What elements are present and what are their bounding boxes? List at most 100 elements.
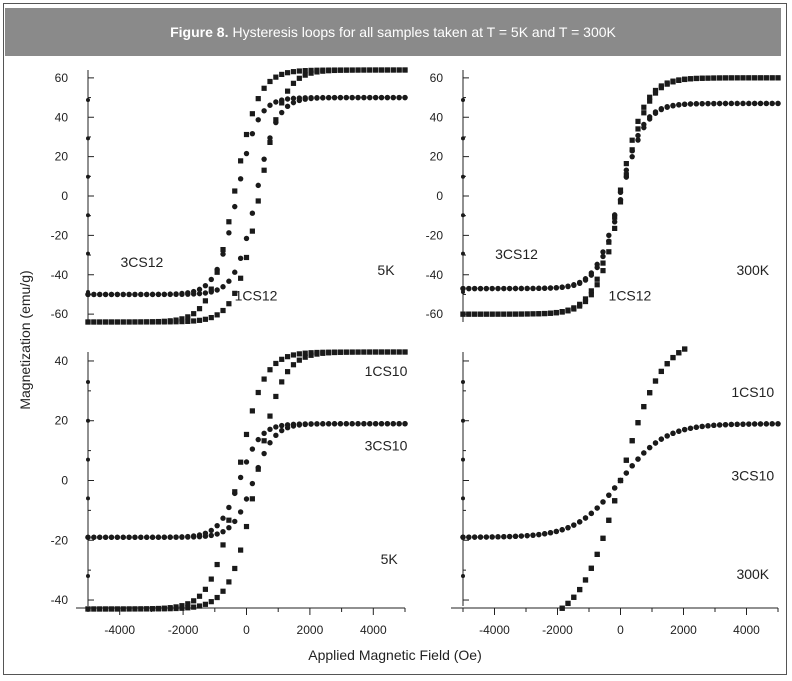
- data-point: [687, 425, 694, 431]
- data-point: [384, 349, 390, 355]
- data-point: [652, 440, 659, 446]
- data-point: [506, 285, 513, 292]
- data-point: [238, 547, 244, 553]
- data-point: [173, 291, 179, 298]
- data-point: [536, 285, 542, 292]
- data-point: [91, 291, 97, 298]
- data-point: [226, 579, 232, 585]
- data-point: [658, 436, 665, 442]
- data-point: [775, 421, 781, 427]
- y-tick-label: -20: [426, 228, 444, 242]
- data-point: [606, 249, 612, 255]
- data-point: [466, 285, 472, 292]
- data-point: [641, 450, 647, 456]
- data-point: [711, 75, 717, 81]
- data-point: [255, 389, 261, 396]
- data-point: [308, 70, 314, 76]
- data-point: [530, 532, 536, 538]
- data-point: [302, 68, 308, 74]
- data-point: [120, 534, 126, 540]
- data-point: [693, 424, 700, 430]
- x-tick-label: 0: [617, 623, 624, 637]
- data-point: [132, 606, 138, 612]
- data-point: [734, 100, 740, 107]
- data-point: [237, 474, 244, 481]
- data-point: [600, 499, 606, 505]
- series-3CS12: [460, 100, 781, 292]
- data-point: [349, 421, 355, 427]
- data-point: [237, 509, 244, 515]
- data-point: [483, 311, 489, 317]
- data-point: [249, 496, 255, 502]
- data-point: [512, 311, 519, 317]
- sweep-point: [461, 418, 465, 423]
- data-point: [600, 268, 606, 274]
- y-tick-label: 20: [55, 150, 69, 164]
- data-point: [261, 438, 267, 444]
- data-point: [220, 542, 226, 548]
- data-point: [261, 167, 267, 173]
- data-point: [302, 421, 308, 428]
- y-axis-title: Magnetization (emu/g): [17, 270, 33, 409]
- data-point: [483, 285, 490, 292]
- data-point: [267, 102, 273, 108]
- data-point: [693, 101, 700, 107]
- data-point: [571, 594, 577, 600]
- data-point: [191, 604, 197, 610]
- data-point: [337, 349, 344, 355]
- panel-bottom-left: -40 -20 0 20 40 -4000 -2000 0 2000 4000 1CS10 3CS10…: [51, 349, 408, 637]
- data-point: [495, 534, 501, 540]
- data-point: [284, 369, 291, 375]
- data-point: [255, 182, 261, 189]
- data-point: [114, 319, 120, 325]
- sweep-point: [86, 290, 90, 294]
- sweep-point: [461, 574, 465, 578]
- data-point: [208, 286, 214, 292]
- data-point: [226, 278, 232, 284]
- data-point: [214, 561, 220, 568]
- annotation-label: 300K: [736, 262, 769, 278]
- data-point: [320, 350, 326, 356]
- data-point: [623, 470, 630, 476]
- sweep-point: [86, 418, 90, 423]
- data-point: [196, 286, 203, 293]
- data-point: [501, 534, 507, 540]
- data-point: [191, 318, 197, 324]
- data-point: [349, 67, 355, 73]
- x-axis-title: Applied Magnetic Field (Oe): [308, 647, 482, 663]
- data-point: [284, 103, 291, 110]
- data-point: [378, 349, 385, 355]
- data-point: [740, 75, 746, 81]
- data-point: [495, 311, 501, 317]
- data-point: [273, 74, 279, 80]
- x-tick-label: -4000: [479, 623, 510, 637]
- data-point: [267, 413, 273, 419]
- data-point: [208, 276, 214, 283]
- data-point: [746, 100, 752, 107]
- data-point: [308, 421, 314, 427]
- data-point: [220, 588, 226, 594]
- data-point: [167, 534, 173, 540]
- data-point: [179, 291, 185, 297]
- data-point: [102, 534, 109, 540]
- data-point: [676, 102, 682, 108]
- data-point: [249, 228, 255, 234]
- data-point: [390, 94, 396, 101]
- data-point: [314, 69, 320, 75]
- data-point: [769, 75, 775, 81]
- data-point: [226, 301, 232, 307]
- data-point: [249, 210, 256, 216]
- y-tick-label: -40: [51, 593, 69, 607]
- data-point: [202, 586, 209, 592]
- data-point: [144, 606, 150, 612]
- y-tick-label: 0: [436, 189, 443, 203]
- data-point: [757, 421, 764, 427]
- data-point: [670, 79, 676, 85]
- data-point: [681, 426, 688, 433]
- data-point: [606, 232, 612, 239]
- data-point: [384, 67, 390, 73]
- data-point: [390, 349, 396, 355]
- data-point: [255, 464, 261, 471]
- data-point: [588, 510, 595, 517]
- data-point: [208, 576, 214, 582]
